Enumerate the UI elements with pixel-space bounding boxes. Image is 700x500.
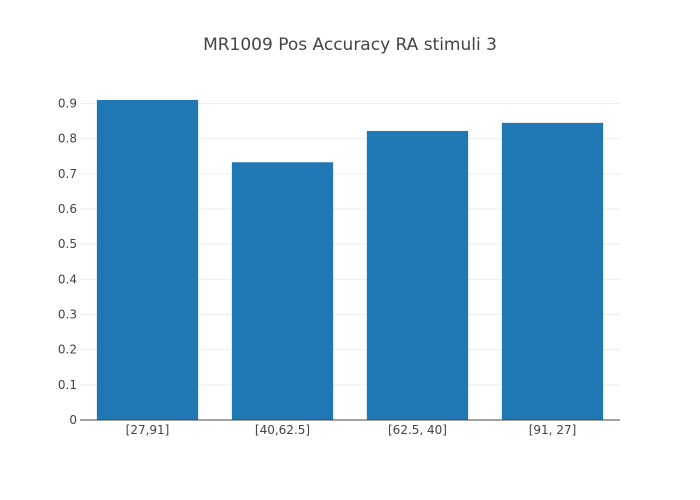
chart-title: MR1009 Pos Accuracy RA stimuli 3: [203, 35, 497, 55]
x-tick-label: [62.5, 40]: [388, 423, 447, 437]
y-tick-label: 0.3: [58, 308, 77, 322]
y-tick-label: 0: [69, 413, 77, 427]
bars: [96, 100, 604, 420]
y-tick-label: 0.2: [58, 343, 77, 357]
bar: [366, 130, 469, 420]
bar: [501, 122, 604, 420]
y-tick-label: 0.8: [58, 132, 77, 146]
x-tick-label: [40,62.5]: [255, 423, 310, 437]
x-tick-label: [91, 27]: [529, 423, 577, 437]
bar: [96, 100, 199, 420]
y-tick-label: 0.4: [58, 272, 77, 286]
tick-labels: 0 0.1 0.2 0.3 0.4 0.5 0.6 0.7 0.8 0.9 [27,91] [40,6…: [58, 97, 576, 437]
y-tick-label: 0.6: [58, 202, 77, 216]
y-tick-label: 0.9: [58, 97, 77, 111]
y-tick-label: 0.7: [58, 167, 77, 181]
x-tick-label: [27,91]: [126, 423, 170, 437]
y-tick-label: 0.1: [58, 378, 77, 392]
bar: [231, 162, 334, 420]
y-tick-label: 0.5: [58, 237, 77, 251]
